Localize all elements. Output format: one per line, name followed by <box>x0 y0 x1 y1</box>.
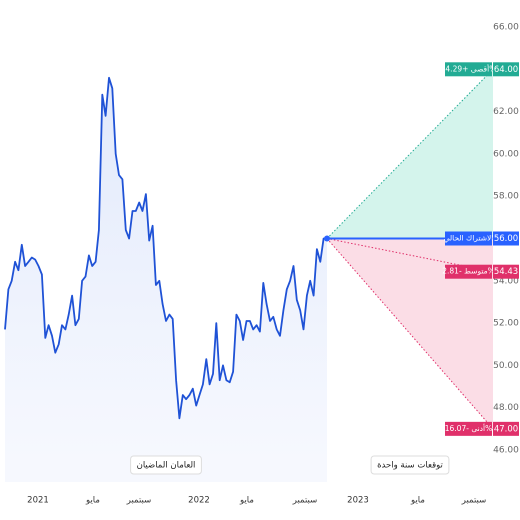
badge-value: 56.00 <box>494 234 518 244</box>
x-tick-label: 2021 <box>27 496 49 506</box>
label-badge <box>445 264 492 279</box>
current-dot <box>324 235 330 242</box>
y-tick-label: 52.00 <box>493 319 519 329</box>
label-badge <box>445 421 492 436</box>
badge-value: 64.00 <box>494 65 518 75</box>
y-tick-label: 48.00 <box>493 403 519 413</box>
section-label: العامان الماضيان <box>137 461 196 471</box>
y-tick-label: 60.00 <box>493 149 519 159</box>
forecast-line <box>326 238 494 430</box>
label-badge <box>445 62 492 77</box>
y-tick-label: 54.00 <box>493 276 519 286</box>
section-box <box>370 455 450 475</box>
y-tick-label: 66.00 <box>493 23 519 33</box>
section-label: توقعات سنة واحدة <box>377 461 443 471</box>
y-tick-label: 62.00 <box>493 107 519 117</box>
y-tick-label: 46.00 <box>493 446 519 456</box>
x-tick-label: مايو <box>239 496 254 506</box>
x-tick-label: مايو <box>410 496 425 506</box>
value-badge <box>493 62 519 77</box>
y-tick-label: 58.00 <box>493 192 519 202</box>
badge-label: أقصى +14.29% <box>441 63 497 73</box>
forecast-area <box>327 69 493 239</box>
badge-label: أدنى -16.07% <box>445 423 492 433</box>
section-box <box>130 455 202 475</box>
x-tick-label: 2022 <box>188 496 210 506</box>
x-tick-label: سبتمبر <box>461 496 486 506</box>
x-tick-label: سبتمبر <box>292 496 317 506</box>
x-tick-label: سبتمبر <box>126 496 151 506</box>
label-badge <box>445 231 492 246</box>
badge-value: 47.00 <box>494 424 518 434</box>
x-tick-label: مايو <box>85 496 100 506</box>
badge-label: متوسط -2.81% <box>442 267 495 276</box>
value-badge <box>493 231 519 246</box>
history-line <box>4 76 327 420</box>
x-tick-label: 2023 <box>347 496 369 506</box>
value-badge <box>493 264 519 279</box>
badge-value: 54.43 <box>494 267 518 277</box>
forecast-line <box>326 68 494 239</box>
y-tick-label: 50.00 <box>493 361 519 371</box>
history-area <box>5 77 327 483</box>
badge-label: الاشتراك الحالي <box>444 234 494 243</box>
value-badge <box>493 421 519 436</box>
